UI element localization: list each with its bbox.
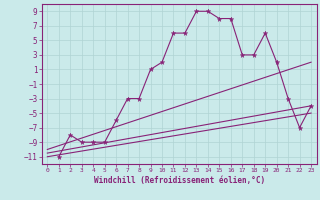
X-axis label: Windchill (Refroidissement éolien,°C): Windchill (Refroidissement éolien,°C) xyxy=(94,176,265,185)
